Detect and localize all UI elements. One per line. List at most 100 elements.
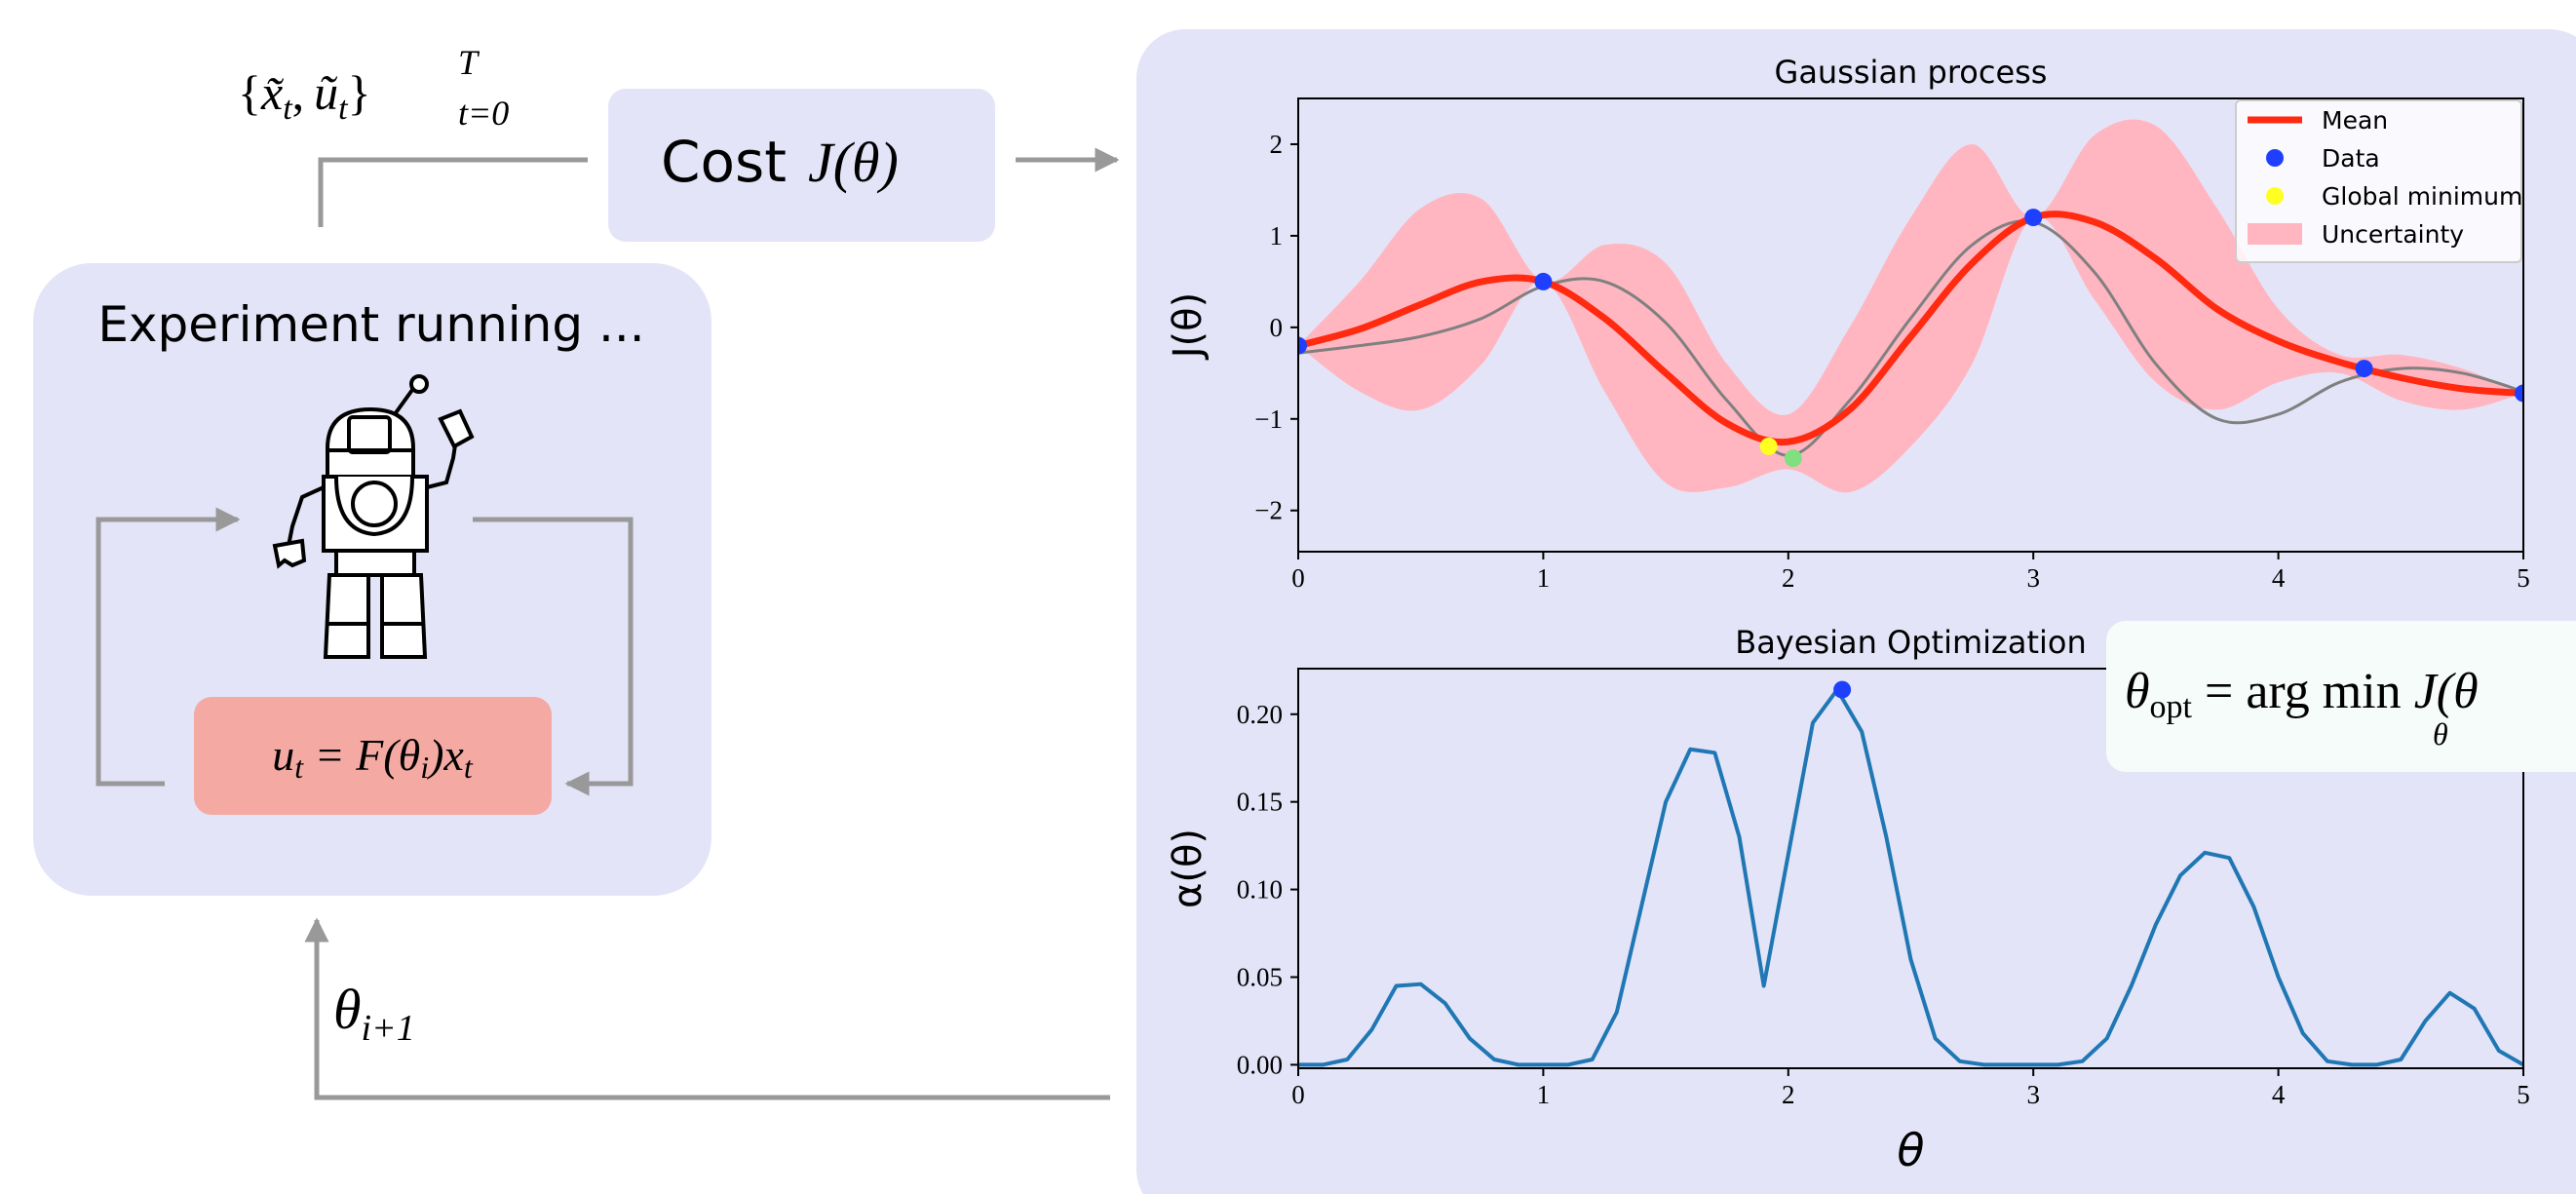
formula-text: θopt = arg min J(θ <box>2125 664 2479 725</box>
robot-icon <box>272 374 475 659</box>
math: = arg min <box>2192 664 2402 719</box>
y-axis-label: J(θ) <box>1166 292 1211 361</box>
x-tick-label: 2 <box>1782 563 1795 593</box>
math: i <box>420 750 429 785</box>
y-tick-label: 0.10 <box>1237 875 1283 905</box>
math: t <box>338 91 349 127</box>
data-point <box>1298 336 1307 355</box>
x-tick-label: 4 <box>2272 1080 2286 1109</box>
robot-right-leg <box>380 573 428 659</box>
robot-core <box>351 481 398 527</box>
math: = F(θ <box>303 730 420 780</box>
legend-swatch <box>2266 149 2284 167</box>
math: J(θ) <box>808 131 899 194</box>
uncertainty-band <box>1298 119 2523 493</box>
x-tick-label: 1 <box>1537 1080 1551 1109</box>
robot-left-arm <box>287 485 325 547</box>
series-line <box>1298 211 2523 446</box>
x-axis-label: θ <box>1897 1124 1924 1176</box>
legend-box <box>2235 99 2522 263</box>
math: θ <box>333 978 362 1041</box>
y-tick-label: 0.05 <box>1237 962 1283 991</box>
robot-antenna <box>393 388 414 416</box>
robot-hips <box>334 549 416 577</box>
x-tick-label: 1 <box>1537 563 1551 593</box>
chart-title: Bayesian Optimization <box>1735 624 2087 661</box>
y-tick-label: 2 <box>1270 130 1284 159</box>
x-tick-label: 5 <box>2517 1080 2530 1109</box>
robot-right-claw <box>438 408 475 449</box>
cost-text: Cost J(θ) <box>661 129 899 195</box>
series-line <box>1298 219 2523 457</box>
math: { <box>238 65 261 120</box>
math-sub: t=0 <box>458 94 509 133</box>
legend-swatch <box>2266 187 2284 205</box>
math-sub: θ <box>2433 716 2448 751</box>
feedback-arrow <box>304 917 1110 1100</box>
robot-left-leg <box>323 573 370 659</box>
math: )x <box>426 730 464 780</box>
x-tick-label: 0 <box>1291 1080 1305 1109</box>
y-tick-label: 0.20 <box>1237 700 1283 729</box>
math: t <box>294 750 304 785</box>
chart: 0 1 2 3 4 5 −2 −1 0 1 2 Gaussian process J(θ) Mean Dat… <box>1166 54 2530 593</box>
math: } <box>348 65 371 120</box>
x-tick-label: 4 <box>2272 563 2286 593</box>
plot-area <box>1298 680 2523 1067</box>
connector <box>318 157 588 227</box>
legend-label: Mean <box>2322 106 2388 135</box>
math: t <box>464 750 474 785</box>
data-point <box>1759 437 1778 455</box>
x-tick-label: 2 <box>1782 1080 1795 1109</box>
data-point <box>1833 680 1852 699</box>
axes-frame <box>1297 97 2524 553</box>
robot-antenna-tip <box>409 374 429 394</box>
robot-left-claw <box>272 538 307 569</box>
y-tick-label: −1 <box>1254 404 1283 434</box>
series-line <box>1298 687 2523 1067</box>
charts: 0 1 2 3 4 5 −2 −1 0 1 2 Gaussian process J(θ) Mean Dat… <box>1166 54 2530 1176</box>
policy-text: ut = F(θi)xt <box>272 730 474 785</box>
cost-box <box>608 89 995 242</box>
math: u <box>272 730 294 780</box>
math: J(θ <box>2402 664 2479 719</box>
y-tick-label: 0.00 <box>1237 1050 1283 1079</box>
data-point <box>2024 209 2043 227</box>
data-point <box>1784 449 1802 468</box>
theta-next: θi+1 <box>333 978 415 1049</box>
math-sup: T <box>458 43 481 82</box>
y-tick-label: −2 <box>1254 496 1283 525</box>
loop-arrow <box>96 507 241 787</box>
x-tick-label: 3 <box>2026 1080 2040 1109</box>
math: opt <box>2150 689 2193 725</box>
robot-visor <box>347 415 392 454</box>
math: , <box>292 65 305 120</box>
axes-frame <box>1297 668 2524 1069</box>
experiment-title: Experiment running ... <box>97 296 644 353</box>
trajectory-text: {x̃t, ũt} <box>238 65 371 127</box>
legend-label: Uncertainty <box>2322 220 2464 249</box>
plot-area <box>1298 119 2523 493</box>
trajectory-label: {x̃t, ũt} T t=0 <box>238 43 509 133</box>
y-axis-label: α(θ) <box>1166 828 1211 908</box>
legend-label: Global minimum <box>2322 182 2522 211</box>
math: i+1 <box>362 1008 415 1049</box>
legend-swatch <box>2248 223 2302 245</box>
x-tick-label: 3 <box>2026 563 2040 593</box>
math: x̃ <box>260 65 284 120</box>
chart-title: Gaussian process <box>1775 54 2048 91</box>
cost-word: Cost <box>661 129 787 195</box>
loop-arrow <box>473 517 634 796</box>
data-point <box>2515 384 2523 403</box>
x-tick-label: 5 <box>2517 563 2530 593</box>
data-point <box>2355 360 2373 378</box>
math: t <box>283 91 293 127</box>
y-tick-label: 1 <box>1270 221 1284 250</box>
math: θ <box>2125 664 2150 719</box>
formula-box <box>2106 621 2576 772</box>
policy-box <box>194 697 552 815</box>
math: ũ <box>314 65 338 120</box>
data-point <box>1534 272 1553 290</box>
